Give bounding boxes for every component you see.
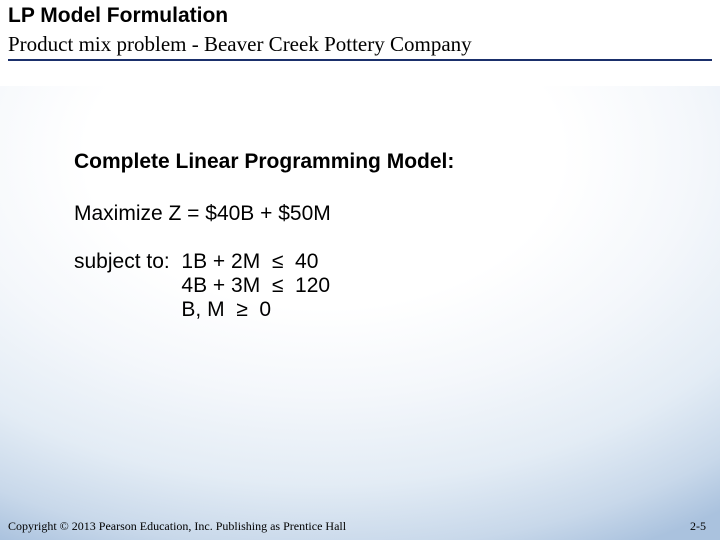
slide-content: Complete Linear Programming Model: Maxim… bbox=[74, 150, 674, 322]
section-title: Complete Linear Programming Model: bbox=[74, 150, 674, 174]
objective-function: Maximize Z = $40B + $50M bbox=[74, 202, 674, 226]
header-line2: Product mix problem - Beaver Creek Potte… bbox=[8, 32, 712, 61]
header-line1: LP Model Formulation bbox=[8, 4, 712, 28]
constraints-text: 1B + 2M ≤ 40 4B + 3M ≤ 120 B, M ≥ 0 bbox=[181, 250, 330, 322]
slide-header: LP Model Formulation Product mix problem… bbox=[0, 0, 720, 61]
subject-to-label: subject to: bbox=[74, 250, 181, 322]
constraints-block: subject to: 1B + 2M ≤ 40 4B + 3M ≤ 120 B… bbox=[74, 250, 674, 322]
copyright-footer: Copyright © 2013 Pearson Education, Inc.… bbox=[8, 520, 368, 534]
page-number: 2-5 bbox=[690, 519, 706, 534]
